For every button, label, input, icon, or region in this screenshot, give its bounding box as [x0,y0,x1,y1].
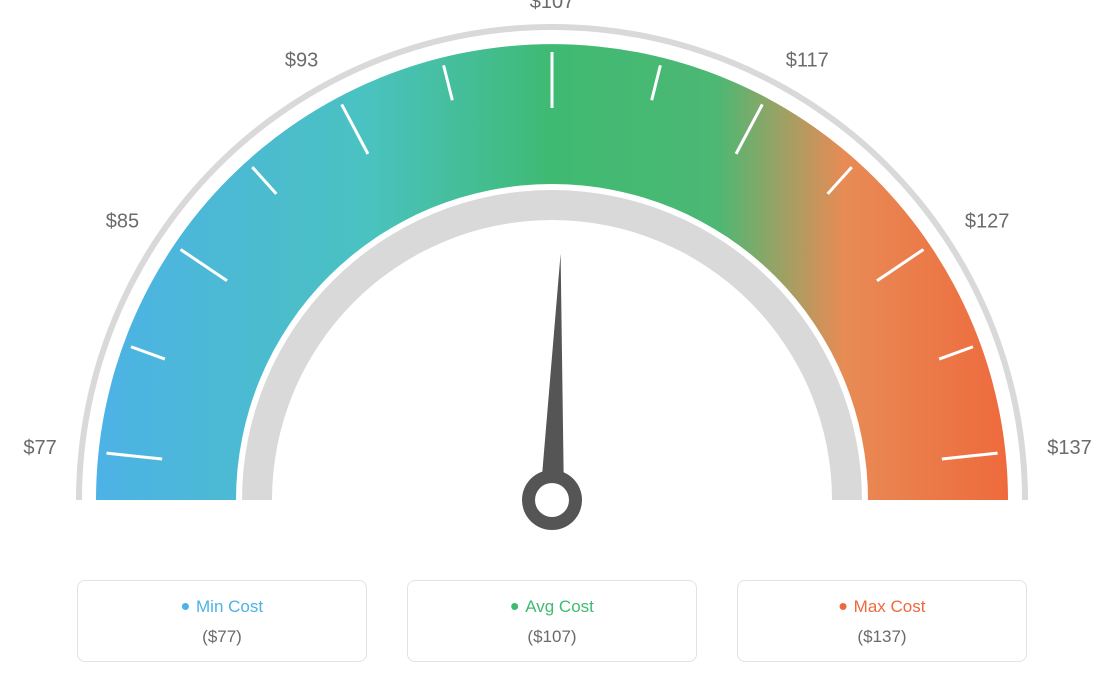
gauge-label: $127 [965,211,1010,233]
gauge-label: $85 [106,211,139,233]
legend-card-max: •Max Cost ($137) [737,580,1027,662]
legend-value: ($107) [408,627,696,647]
gauge-label: $107 [530,0,575,13]
legend-value: ($77) [78,627,366,647]
legend-row: •Min Cost ($77) •Avg Cost ($107) •Max Co… [0,580,1104,662]
gauge-needle [540,254,564,501]
gauge-hub-hole [535,483,569,517]
legend-value: ($137) [738,627,1026,647]
legend-label: •Min Cost [78,597,366,617]
cost-gauge: $77 $85 $93 $107 $117 $127 $137 [0,0,1104,560]
legend-label: •Max Cost [738,597,1026,617]
gauge-label: $93 [285,49,318,71]
gauge-label: $117 [786,49,829,71]
gauge-label: $137 [1047,437,1092,459]
legend-label: •Avg Cost [408,597,696,617]
gauge-label: $77 [23,437,56,459]
legend-card-avg: •Avg Cost ($107) [407,580,697,662]
legend-card-min: •Min Cost ($77) [77,580,367,662]
